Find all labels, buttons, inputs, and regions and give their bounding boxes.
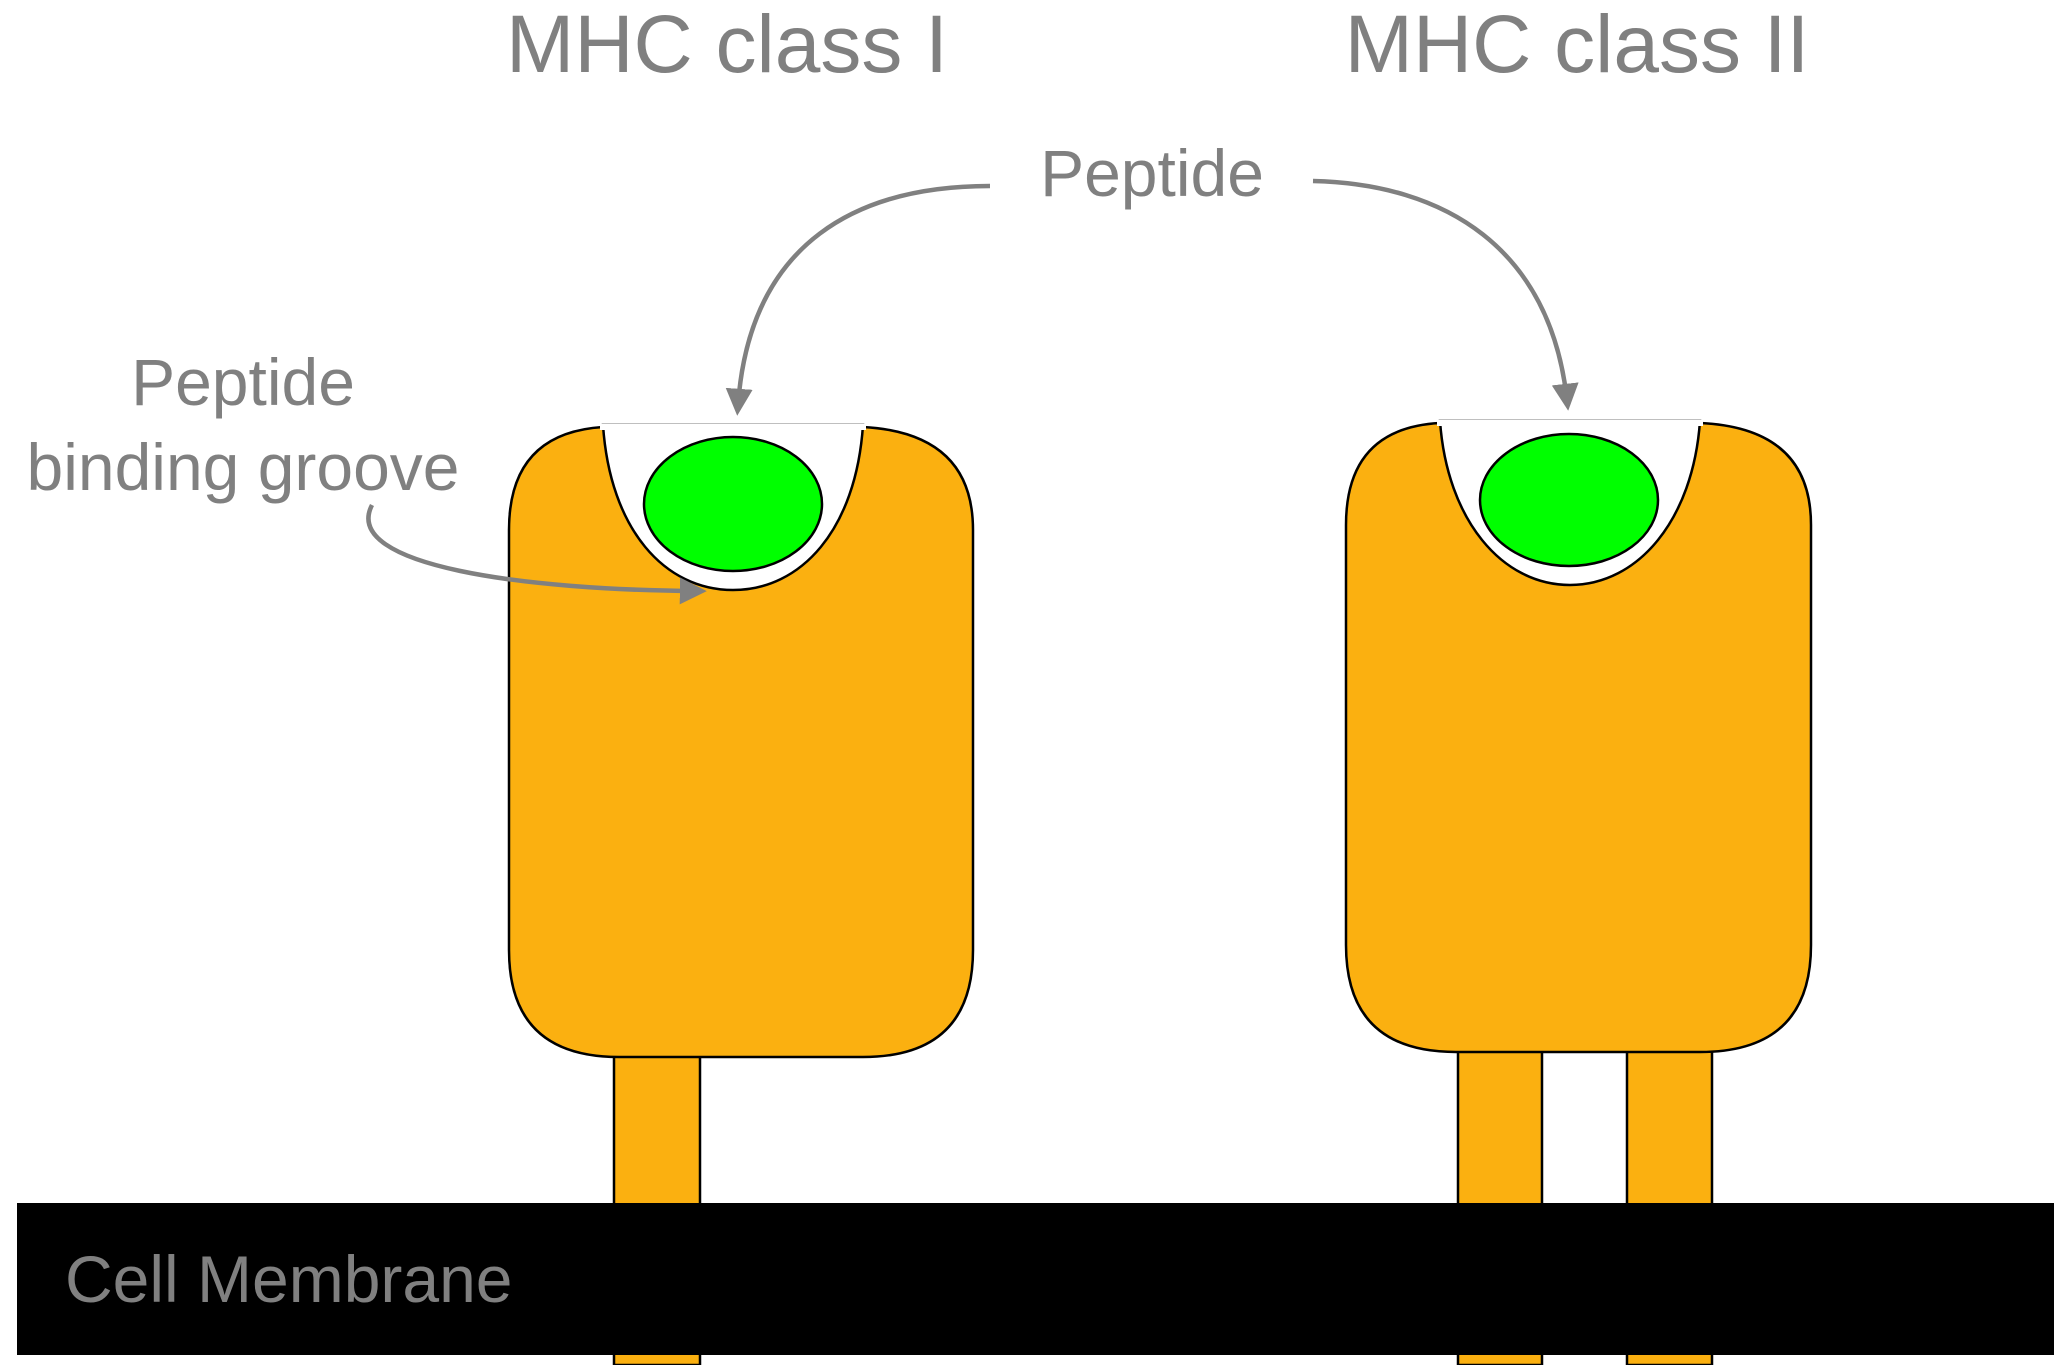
mhc-class-1-peptide (642, 435, 824, 573)
mhc-class-2-peptide (1478, 432, 1660, 568)
mhc-class-2-body (1344, 421, 1813, 1054)
mhc-class-1-body (507, 425, 975, 1059)
cell-membrane (17, 1203, 2054, 1355)
peptide-arrow-to-class-1 (725, 183, 991, 416)
groove-arrow (366, 503, 707, 605)
mhc-class-2-title: MHC class II (1345, 0, 1810, 90)
mhc-class-2-molecule (1344, 419, 1813, 1365)
cell-membrane-label: Cell Membrane (65, 1242, 513, 1316)
peptide-label: Peptide (1040, 136, 1264, 210)
mhc-class-1-title: MHC class I (506, 0, 948, 90)
peptide-arrow-to-class-2 (1312, 178, 1579, 411)
mhc-class-1-molecule (507, 423, 975, 1365)
groove-label-line-2: binding groove (27, 430, 460, 504)
groove-label-line-1: Peptide (131, 345, 355, 419)
